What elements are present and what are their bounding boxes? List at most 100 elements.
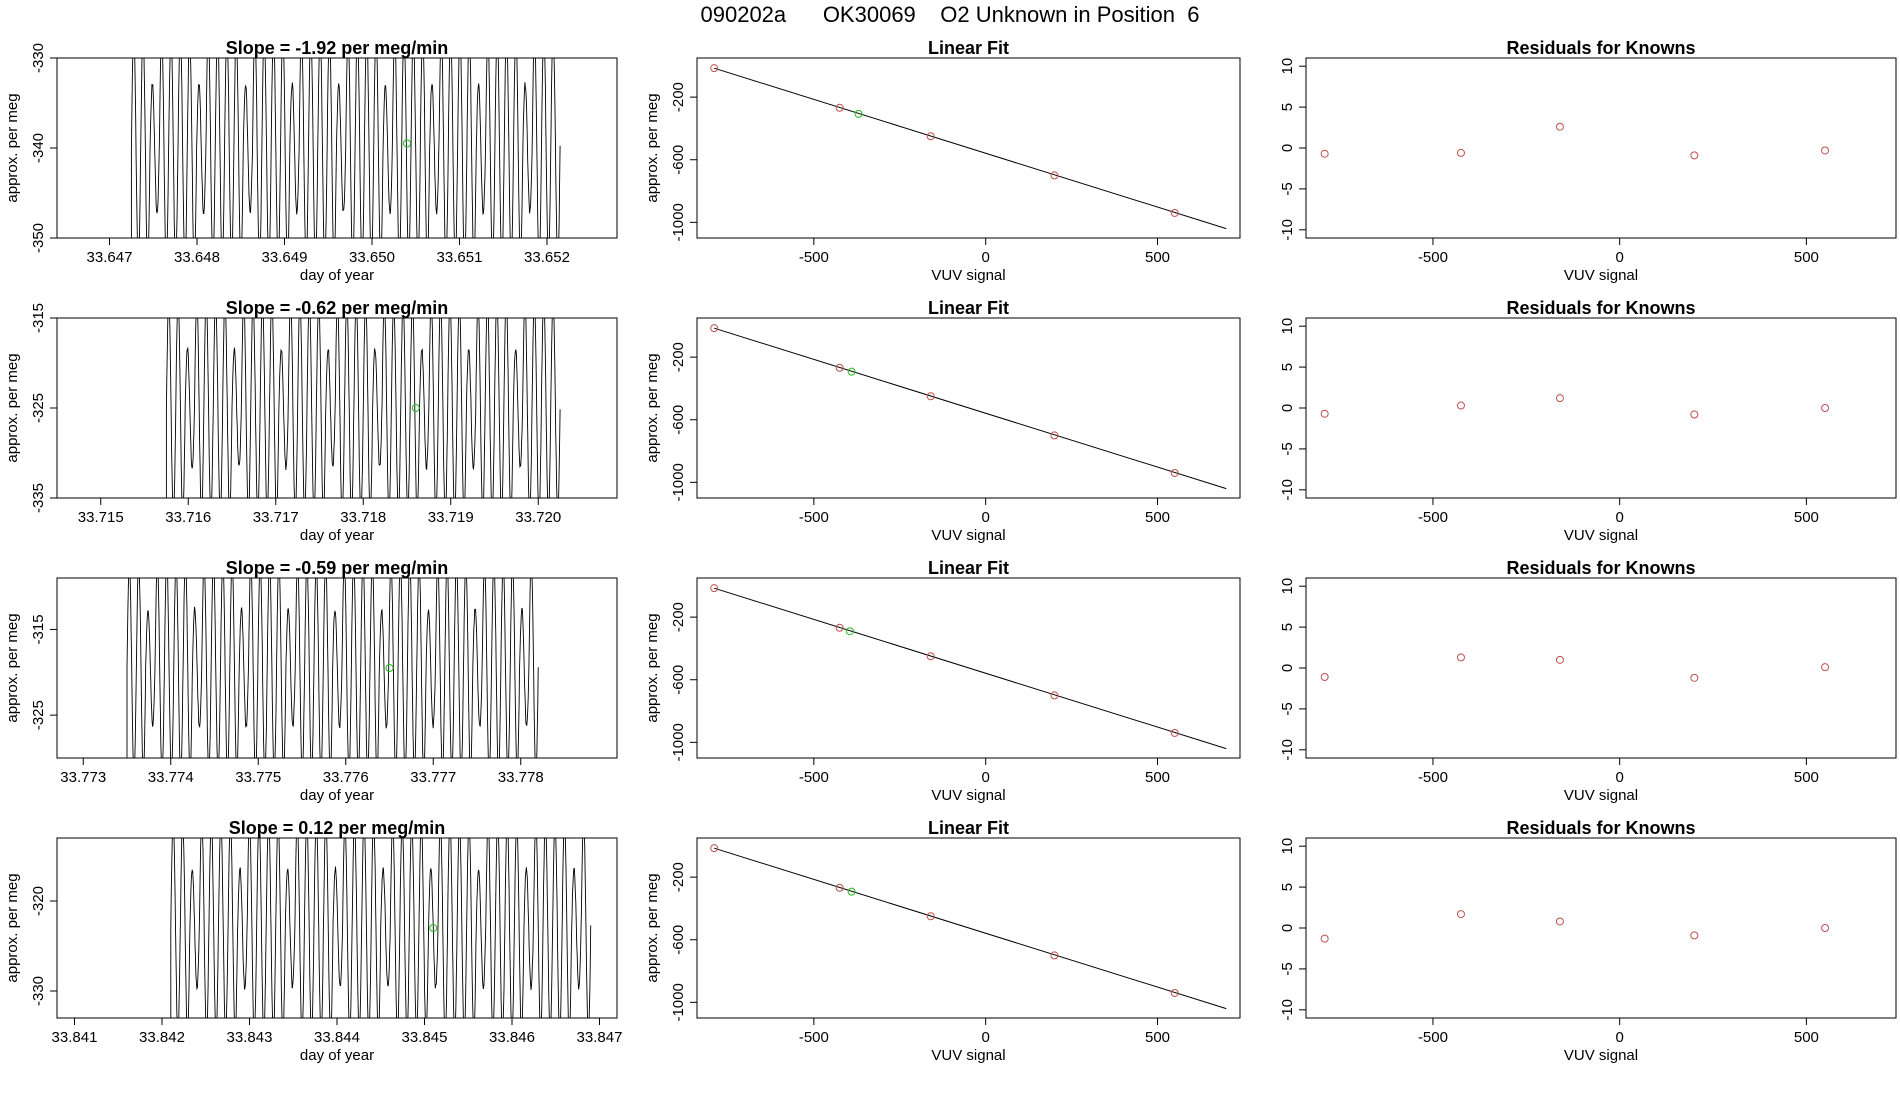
panel-r2-c2: Linear Fit -500 0 500 VUV signal -200 -600 -100… [644, 298, 1241, 544]
y-tick-label: -200 [670, 342, 687, 372]
x-tick-label: 33.718 [340, 509, 386, 526]
y-axis: -315 -325 -335 approx. per meg [4, 303, 57, 513]
residual-point [1456, 910, 1465, 919]
plot-frame [1305, 317, 1897, 499]
residual-point [1555, 122, 1564, 131]
y-tick-label: -5 [1279, 702, 1296, 715]
plot-area [57, 318, 561, 498]
y-axis-label: approx. per meg [4, 613, 21, 722]
plot-frame [696, 577, 1241, 759]
plot-frame [1305, 577, 1897, 759]
x-axis: -500 0 500 VUV signal [799, 1018, 1170, 1064]
known-point [710, 584, 719, 593]
panel-title: Slope = -1.92 per meg/min [226, 38, 449, 58]
residual-point [1555, 655, 1564, 664]
residual-point [1690, 931, 1699, 940]
x-tick-label: 33.845 [402, 1029, 448, 1046]
known-point [1170, 728, 1179, 737]
known-point [710, 64, 719, 73]
panel-r4-c3: Residuals for Knowns -500 0 500 VUV signal 10… [1279, 818, 1897, 1064]
x-tick-label: 33.773 [60, 769, 106, 786]
panel-title: Linear Fit [928, 818, 1009, 838]
x-tick-label: 33.649 [262, 249, 308, 266]
y-tick-label: -10 [1279, 999, 1296, 1021]
y-tick-label: -325 [30, 393, 47, 423]
y-axis: -200 -600 -1000 approx. per meg [644, 342, 697, 502]
x-axis: 33.715 33.716 33.717 33.718 33.719 33.720 day … [78, 498, 561, 544]
plot-frame [1305, 57, 1897, 239]
y-axis: -200 -600 -1000 approx. per meg [644, 862, 697, 1022]
y-axis: -330 -340 -350 approx. per meg [4, 43, 57, 253]
x-axis-label: VUV signal [931, 787, 1005, 804]
known-point [926, 392, 935, 401]
y-tick-label: -315 [30, 614, 47, 644]
panel-r2-c1: Slope = -0.62 per meg/min 33.715 33.716 33.… [4, 298, 618, 544]
known-point [710, 324, 719, 333]
known-point [1170, 468, 1179, 477]
x-tick-label: 33.716 [165, 509, 211, 526]
x-axis: 33.841 33.842 33.843 33.844 33.845 33.846 33.8… [52, 1018, 622, 1064]
x-tick-label: 0 [982, 249, 990, 266]
x-tick-label: 500 [1145, 1029, 1170, 1046]
y-tick-label: -600 [670, 665, 687, 695]
y-tick-label: 10 [1279, 578, 1296, 595]
data-trace [57, 58, 561, 238]
known-point [1050, 171, 1059, 180]
y-tick-label: -200 [670, 862, 687, 892]
x-axis-label: day of year [300, 787, 374, 804]
x-tick-label: 0 [1615, 769, 1623, 786]
fit-line [714, 847, 1227, 1010]
x-tick-label: -500 [1418, 1029, 1448, 1046]
data-trace [57, 578, 539, 758]
y-tick-label: -5 [1279, 962, 1296, 975]
y-tick-label: -600 [670, 925, 687, 955]
y-tick-label: -1000 [670, 203, 687, 241]
residual-point [1320, 934, 1329, 943]
y-tick-label: -330 [30, 976, 47, 1006]
x-tick-label: 33.719 [428, 509, 474, 526]
y-tick-label: 0 [1279, 144, 1296, 152]
known-point [835, 363, 844, 372]
y-tick-label: -350 [30, 223, 47, 253]
data-trace [57, 318, 561, 498]
panel-title: Slope = -0.62 per meg/min [226, 298, 449, 318]
x-tick-label: 0 [982, 509, 990, 526]
panel-title: Residuals for Knowns [1506, 818, 1695, 838]
x-tick-label: -500 [1418, 249, 1448, 266]
y-axis-label: approx. per meg [4, 93, 21, 202]
y-tick-label: -10 [1279, 739, 1296, 761]
x-tick-label: 0 [982, 1029, 990, 1046]
residual-point [1320, 673, 1329, 681]
y-tick-label: 5 [1279, 363, 1296, 371]
x-tick-label: 33.715 [78, 509, 124, 526]
plot-frame [56, 577, 618, 759]
x-axis-label: VUV signal [1564, 267, 1638, 284]
y-axis-label: approx. per meg [644, 353, 661, 462]
plot-area [1320, 653, 1830, 682]
x-tick-label: 33.720 [515, 509, 561, 526]
residual-point [1821, 663, 1830, 672]
residual-point [1821, 924, 1830, 932]
y-axis: -315 -325 approx. per meg [4, 613, 57, 730]
x-tick-label: 33.652 [524, 249, 570, 266]
panel-r4-c2: Linear Fit -500 0 500 VUV signal -200 -600 -100… [644, 818, 1241, 1064]
known-point [835, 103, 844, 112]
residual-point [1456, 401, 1465, 410]
y-tick-label: -1000 [670, 983, 687, 1021]
y-axis-label: approx. per meg [4, 873, 21, 982]
x-axis: -500 0 500 VUV signal [1418, 1018, 1819, 1064]
y-axis-label: approx. per meg [644, 873, 661, 982]
y-tick-label: 5 [1279, 103, 1296, 111]
plot-area [1320, 910, 1830, 943]
y-tick-label: 10 [1279, 58, 1296, 75]
x-tick-label: 33.717 [253, 509, 299, 526]
y-tick-label: -315 [30, 303, 47, 333]
panel-title: Residuals for Knowns [1506, 38, 1695, 58]
x-tick-label: 500 [1145, 509, 1170, 526]
y-axis: 10 5 0 -5 -10 [1279, 318, 1306, 501]
x-axis-label: VUV signal [1564, 527, 1638, 544]
y-tick-label: -330 [30, 43, 47, 73]
x-axis: -500 0 500 VUV signal [1418, 238, 1819, 284]
panel-title: Slope = -0.59 per meg/min [226, 558, 449, 578]
